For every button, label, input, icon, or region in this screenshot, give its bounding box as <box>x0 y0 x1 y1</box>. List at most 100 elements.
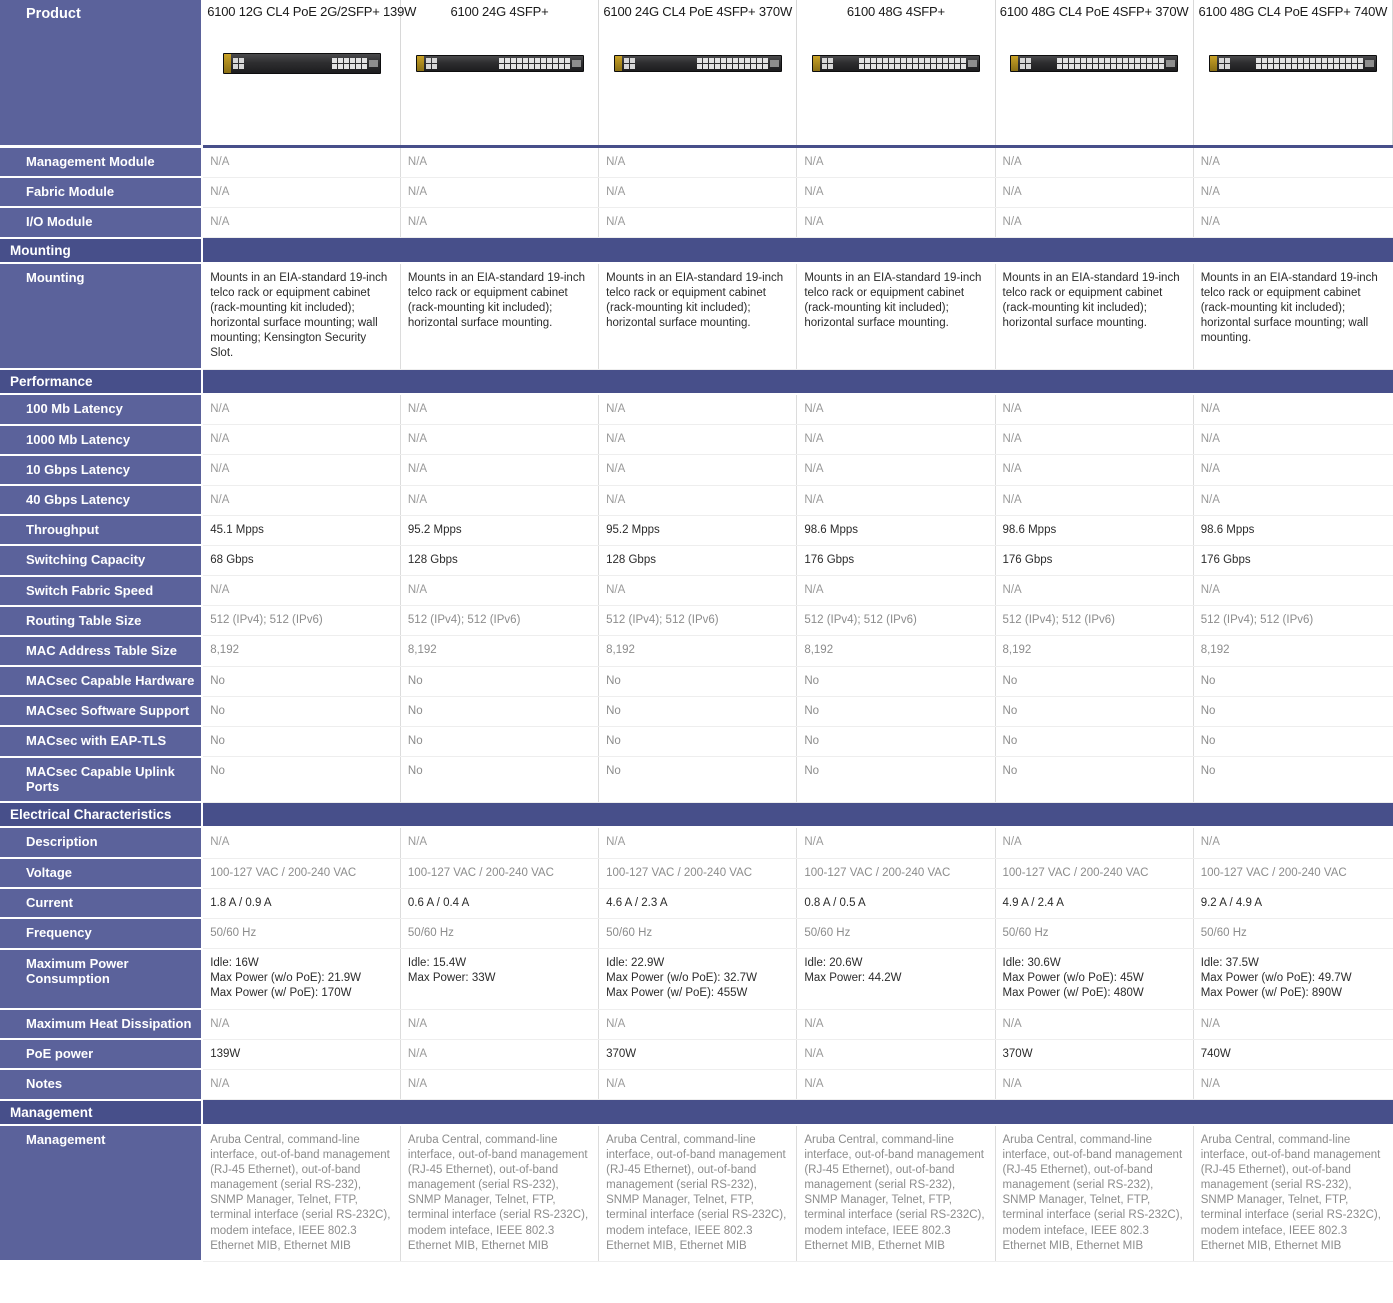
spec-row: Description N/A N/A N/A N/A N/A N/A <box>0 827 1393 859</box>
spec-value-cell: N/A <box>1193 146 1393 178</box>
spec-value-cell: 4.9 A / 2.4 A <box>995 888 1194 919</box>
section-header-label: Performance <box>0 369 204 396</box>
product-header-cell[interactable]: 6100 48G 4SFP+ <box>796 0 996 148</box>
spec-value-cell: Mounts in an EIA-standard 19-inch telco … <box>796 262 996 370</box>
spec-value-cell: N/A <box>1193 394 1393 426</box>
vendor-logo <box>1364 60 1374 68</box>
product-name: 6100 48G 4SFP+ <box>846 4 945 19</box>
sfp-port-bank <box>1020 58 1032 70</box>
spec-row: MAC Address Table Size 8,192 8,192 8,192 8,1… <box>0 635 1393 668</box>
spec-value-cell: N/A <box>1193 424 1393 456</box>
rj45-port-bank <box>1255 58 1363 70</box>
rj45-port-bank <box>696 58 768 70</box>
product-header-cell[interactable]: 6100 48G CL4 PoE 4SFP+ 370W <box>995 0 1194 148</box>
spec-row: Management Aruba Central, command-line in… <box>0 1124 1393 1263</box>
spec-value-cell: 512 (IPv4); 512 (IPv6) <box>202 605 401 637</box>
spec-row-label: Current <box>0 888 204 920</box>
spec-value-cell: 100-127 VAC / 200-240 VAC <box>796 858 996 889</box>
spec-value-cell: N/A <box>400 1009 600 1040</box>
section-header-row: Management <box>0 1099 1393 1126</box>
product-header-cell[interactable]: 6100 24G CL4 PoE 4SFP+ 370W <box>598 0 798 148</box>
spec-value-cell: Idle: 20.6W Max Power: 44.2W <box>796 948 996 1010</box>
spec-value-cell: Mounts in an EIA-standard 19-inch telco … <box>598 262 798 370</box>
spec-value-cell: N/A <box>1193 1009 1393 1040</box>
spec-row-label: Notes <box>0 1069 204 1101</box>
product-name: 6100 48G CL4 PoE 4SFP+ 740W <box>1198 4 1388 19</box>
spec-value-cell: N/A <box>995 146 1194 178</box>
rj45-port-bank <box>1057 58 1165 70</box>
spec-value-cell: No <box>400 666 600 697</box>
spec-value-cell: Idle: 16W Max Power (w/o PoE): 21.9W Max… <box>202 948 401 1010</box>
spec-value-cell: 8,192 <box>598 635 798 667</box>
spec-value-cell: N/A <box>598 177 798 208</box>
spec-value-cell: No <box>796 726 996 758</box>
spec-value-cell: N/A <box>995 454 1194 486</box>
product-image <box>1198 42 1388 86</box>
spec-value-cell: 100-127 VAC / 200-240 VAC <box>400 858 600 889</box>
spec-value-cell: 98.6 Mpps <box>1193 515 1393 546</box>
spec-value-cell: Idle: 37.5W Max Power (w/o PoE): 49.7W M… <box>1193 948 1393 1010</box>
product-image <box>405 42 594 86</box>
product-header-cell[interactable]: 6100 12G CL4 PoE 2G/2SFP+ 139W <box>202 0 416 148</box>
chassis-bezel <box>223 54 231 74</box>
sfp-port-bank <box>1218 58 1230 70</box>
spec-value-cell: N/A <box>202 1009 401 1040</box>
product-image <box>1000 42 1189 86</box>
spec-value-cell: N/A <box>202 1069 401 1101</box>
spec-value-cell: 100-127 VAC / 200-240 VAC <box>1193 858 1393 889</box>
spec-row-label: 10 Gbps Latency <box>0 454 204 487</box>
spec-value-cell: N/A <box>202 454 401 486</box>
sfp-port-bank <box>821 58 833 70</box>
spec-value-cell: N/A <box>202 424 401 456</box>
spec-row: Frequency 50/60 Hz 50/60 Hz 50/60 Hz 50/60 H… <box>0 918 1393 950</box>
spec-value-cell: 50/60 Hz <box>796 918 996 950</box>
spec-value-cell: No <box>202 666 401 697</box>
spec-value-cell: N/A <box>1193 485 1393 516</box>
spec-value-cell: N/A <box>202 177 401 208</box>
spec-value-cell: N/A <box>598 454 798 486</box>
spec-value-cell: 98.6 Mpps <box>796 515 996 546</box>
spec-value-cell: No <box>598 726 798 758</box>
spec-row-label: 1000 Mb Latency <box>0 424 204 456</box>
section-header-fill <box>202 237 1393 264</box>
spec-row: Switch Fabric Speed N/A N/A N/A N/A N/A N/A <box>0 575 1393 607</box>
spec-value-cell: 176 Gbps <box>995 545 1194 577</box>
spec-value-cell: Aruba Central, command-line interface, o… <box>202 1124 401 1262</box>
chassis-faceplate <box>1018 56 1177 71</box>
spec-value-cell: No <box>1193 696 1393 727</box>
spec-value-cell: No <box>202 696 401 727</box>
spec-row-label: Maximum Heat Dissipation <box>0 1009 204 1041</box>
spec-value-cell: N/A <box>598 394 798 426</box>
spec-value-cell: 98.6 Mpps <box>995 515 1194 546</box>
spec-row: Routing Table Size 512 (IPv4); 512 (IPv6)… <box>0 605 1393 637</box>
vendor-logo <box>1166 60 1176 68</box>
spec-value-cell: N/A <box>1193 1069 1393 1101</box>
chassis-bezel <box>416 56 424 72</box>
spec-row-label: 40 Gbps Latency <box>0 485 204 517</box>
spec-row-label: Mounting <box>0 262 204 371</box>
spec-value-cell: N/A <box>796 485 996 516</box>
spec-value-cell: No <box>400 726 600 758</box>
spec-row-label: Frequency <box>0 918 204 950</box>
product-header-cell[interactable]: 6100 24G 4SFP+ <box>400 0 600 148</box>
chassis-bezel <box>1209 56 1217 72</box>
spec-row: Voltage 100-127 VAC / 200-240 VAC 100-127 … <box>0 858 1393 890</box>
spec-value-cell: N/A <box>796 207 996 239</box>
product-image <box>801 42 990 86</box>
product-header-cell[interactable]: 6100 48G CL4 PoE 4SFP+ 740W <box>1193 0 1393 148</box>
spec-value-cell: No <box>995 756 1194 803</box>
spec-row-label: MAC Address Table Size <box>0 635 204 668</box>
spec-value-cell: Mounts in an EIA-standard 19-inch telco … <box>202 262 401 370</box>
spec-value-cell: 95.2 Mpps <box>400 515 600 546</box>
spec-value-cell: N/A <box>598 827 798 859</box>
vendor-logo <box>368 60 378 68</box>
product-name: 6100 24G 4SFP+ <box>450 4 549 19</box>
spec-value-cell: 512 (IPv4); 512 (IPv6) <box>400 605 600 637</box>
section-header-row: Mounting <box>0 237 1393 264</box>
spec-value-cell: N/A <box>1193 207 1393 239</box>
spec-row: Management Module N/A N/A N/A N/A N/A N/A <box>0 146 1393 179</box>
vendor-logo <box>769 60 779 68</box>
spec-value-cell: No <box>995 696 1194 727</box>
spec-value-cell: N/A <box>1193 575 1393 607</box>
spec-value-cell: No <box>796 756 996 803</box>
